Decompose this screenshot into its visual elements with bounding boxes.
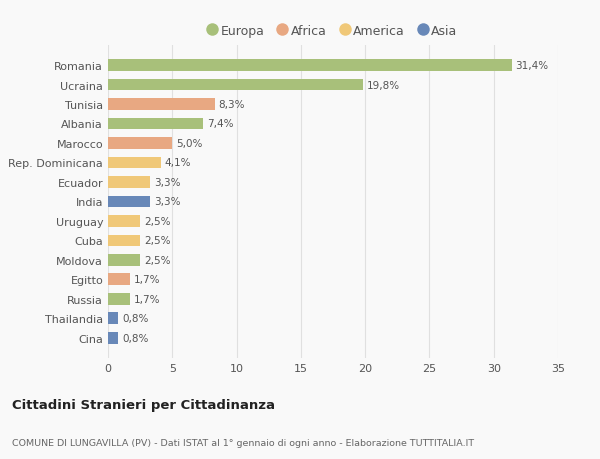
Bar — [108, 60, 512, 72]
Text: 7,4%: 7,4% — [207, 119, 233, 129]
Text: 2,5%: 2,5% — [144, 255, 170, 265]
Bar — [108, 293, 130, 305]
Text: 5,0%: 5,0% — [176, 139, 203, 149]
Text: 2,5%: 2,5% — [144, 236, 170, 246]
Bar — [108, 274, 130, 285]
Legend: Europa, Africa, America, Asia: Europa, Africa, America, Asia — [205, 21, 461, 41]
Bar — [108, 235, 140, 246]
Bar — [108, 196, 151, 208]
Bar — [108, 118, 203, 130]
Text: 4,1%: 4,1% — [164, 158, 191, 168]
Bar — [108, 177, 151, 188]
Text: 3,3%: 3,3% — [154, 178, 181, 188]
Bar — [108, 79, 362, 91]
Text: 0,8%: 0,8% — [122, 313, 149, 324]
Text: 8,3%: 8,3% — [218, 100, 245, 110]
Text: 1,7%: 1,7% — [134, 294, 160, 304]
Bar — [108, 157, 161, 169]
Bar — [108, 138, 172, 150]
Text: 1,7%: 1,7% — [134, 274, 160, 285]
Bar — [108, 216, 140, 227]
Bar — [108, 254, 140, 266]
Text: Cittadini Stranieri per Cittadinanza: Cittadini Stranieri per Cittadinanza — [12, 398, 275, 412]
Bar — [108, 99, 215, 111]
Bar — [108, 332, 118, 344]
Text: 3,3%: 3,3% — [154, 197, 181, 207]
Text: 19,8%: 19,8% — [367, 80, 400, 90]
Text: 0,8%: 0,8% — [122, 333, 149, 343]
Text: 31,4%: 31,4% — [515, 61, 548, 71]
Bar — [108, 313, 118, 325]
Text: 2,5%: 2,5% — [144, 216, 170, 226]
Text: COMUNE DI LUNGAVILLA (PV) - Dati ISTAT al 1° gennaio di ogni anno - Elaborazione: COMUNE DI LUNGAVILLA (PV) - Dati ISTAT a… — [12, 438, 474, 447]
